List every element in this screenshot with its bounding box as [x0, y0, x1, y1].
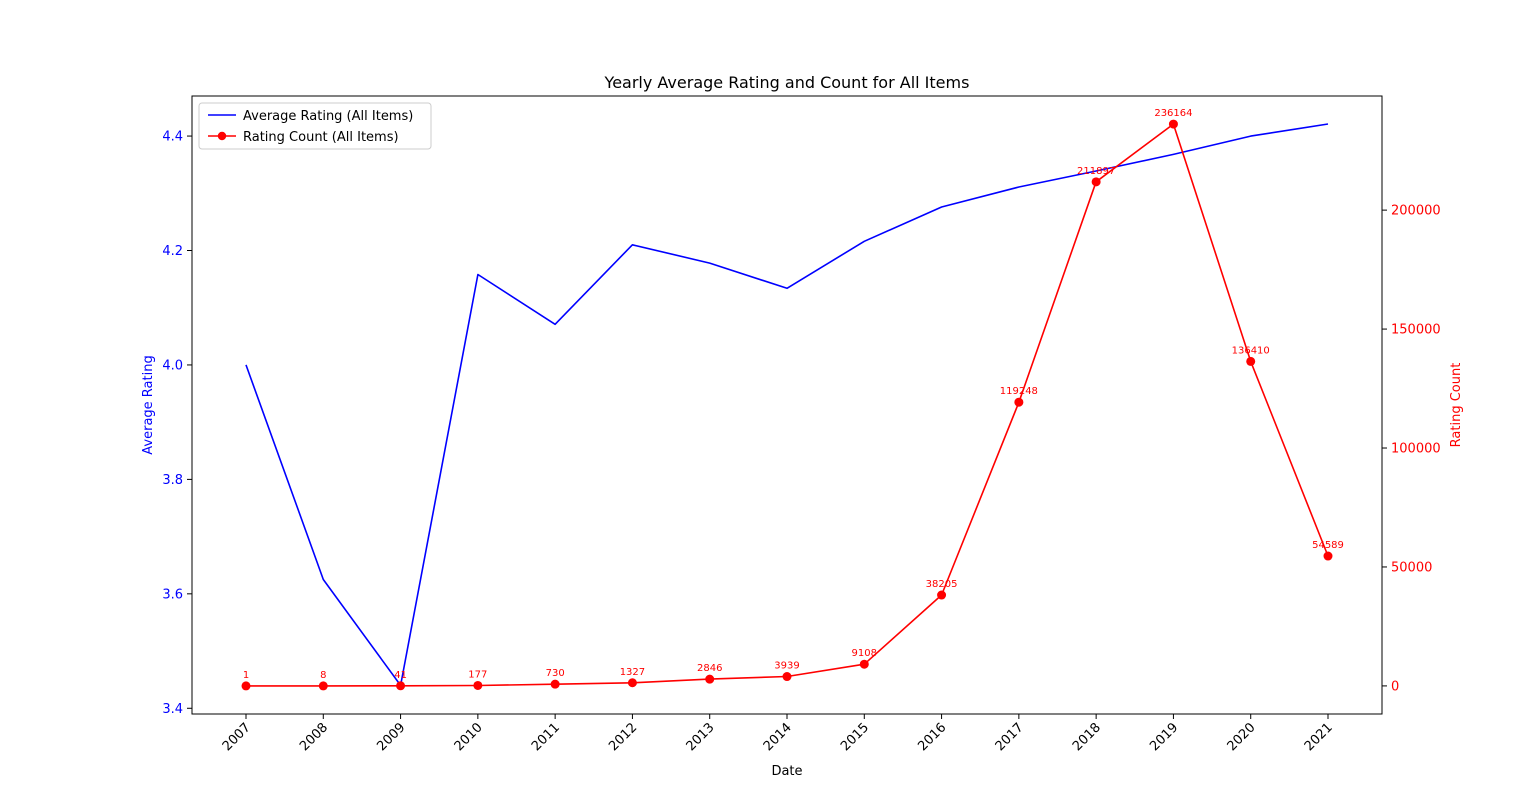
left-y-tick-label: 4.2 — [162, 244, 183, 259]
rating-count-data-label: 236164 — [1154, 108, 1192, 119]
rating-count-point — [550, 679, 560, 689]
rating-count-point — [1246, 356, 1256, 366]
rating-count-data-label: 1 — [243, 670, 249, 681]
x-tick-label: 2018 — [1070, 720, 1104, 754]
rating-count-point — [1091, 177, 1101, 187]
rating-count-data-label: 9108 — [852, 648, 877, 659]
right-y-tick-label: 100000 — [1391, 442, 1441, 457]
rating-count-point — [627, 678, 637, 688]
rating-count-point — [241, 681, 251, 691]
x-tick-label: 2019 — [1147, 720, 1181, 754]
plot-frame — [191, 95, 1383, 715]
x-tick-label: 2011 — [529, 720, 563, 754]
x-tick-label: 2008 — [297, 720, 331, 754]
rating-count-point — [937, 590, 947, 600]
rating-count-data-label: 730 — [546, 668, 565, 679]
rating-count-point — [782, 672, 792, 682]
rating-count-data-label: 177 — [468, 669, 487, 680]
x-tick-label: 2012 — [606, 720, 640, 754]
x-tick-label: 2017 — [993, 720, 1027, 754]
chart-title: Yearly Average Rating and Count for All … — [604, 73, 970, 92]
x-tick-label: 2009 — [374, 720, 408, 754]
rating-count-point — [705, 674, 715, 684]
x-tick-label: 2014 — [761, 720, 795, 754]
legend-label-average-rating: Average Rating (All Items) — [243, 109, 413, 124]
x-tick-label: 2021 — [1302, 720, 1336, 754]
rating-count-point — [1323, 551, 1333, 561]
rating-count-data-label: 3939 — [774, 661, 799, 672]
rating-count-data-label: 1327 — [620, 667, 645, 678]
legend-box — [198, 102, 432, 150]
left-y-tick-label: 3.6 — [162, 587, 183, 602]
rating-count-point — [1014, 397, 1024, 407]
rating-count-data-label: 119248 — [1000, 386, 1038, 397]
x-tick-label: 2013 — [684, 720, 718, 754]
left-y-tick-label: 3.4 — [162, 702, 183, 717]
x-tick-label: 2020 — [1225, 720, 1259, 754]
rating-count-line — [246, 123, 1329, 687]
x-tick-label: 2007 — [220, 720, 254, 754]
right-y-tick-label: 200000 — [1391, 204, 1441, 219]
right-y-axis: 0 50000 100000 150000 200000 — [1382, 204, 1441, 694]
average-rating-line — [245, 123, 1329, 687]
rating-count-point — [1168, 119, 1178, 129]
left-y-tick-label: 3.8 — [162, 473, 183, 488]
rating-count-data-label: 136410 — [1232, 345, 1270, 356]
rating-count-point — [473, 680, 483, 690]
x-tick-label: 2010 — [452, 720, 486, 754]
legend-marker-rating-count — [217, 131, 227, 141]
rating-count-data-label: 54589 — [1312, 540, 1344, 551]
x-tick-label: 2015 — [838, 720, 872, 754]
left-y-tick-label: 4.4 — [162, 130, 183, 145]
right-y-tick-label: 150000 — [1391, 323, 1441, 338]
right-y-tick-label: 0 — [1391, 679, 1399, 694]
rating-count-data-label: 211897 — [1077, 166, 1115, 177]
series-layer — [241, 119, 1333, 691]
x-tick-label: 2016 — [915, 720, 949, 754]
rating-count-data-label: 2846 — [697, 663, 722, 674]
rating-count-point — [318, 681, 328, 691]
x-axis: 2007 2008 2009 2010 2011 2012 2013 2014 2015 2016… — [220, 714, 1336, 754]
right-y-tick-label: 50000 — [1391, 560, 1432, 575]
rating-count-point — [859, 659, 869, 669]
left-y-axis: 3.4 3.6 3.8 4.0 4.2 4.4 — [162, 130, 192, 717]
legend: Average Rating (All Items) Rating Count … — [198, 102, 432, 150]
x-axis-label: Date — [771, 764, 802, 779]
rating-count-data-label: 38205 — [926, 579, 958, 590]
rating-count-data-label: 8 — [320, 670, 326, 681]
left-y-axis-label: Average Rating — [141, 355, 156, 454]
data-labels: 1 8 41 177 730 1327 2846 3939 9108 38205 119248 211… — [243, 108, 1344, 681]
right-y-axis-label: Rating Count — [1449, 363, 1464, 448]
rating-count-point — [396, 681, 406, 691]
rating-count-data-label: 41 — [394, 670, 407, 681]
left-y-tick-label: 4.0 — [162, 358, 183, 373]
legend-label-rating-count: Rating Count (All Items) — [243, 130, 399, 145]
